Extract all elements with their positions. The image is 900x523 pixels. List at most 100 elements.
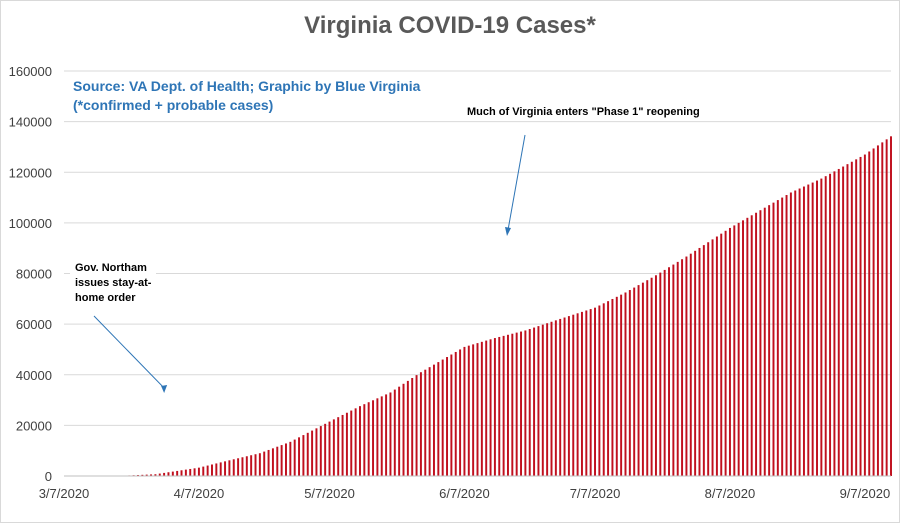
daily-case-bar xyxy=(402,383,405,476)
daily-case-bar xyxy=(763,207,766,476)
daily-case-bar xyxy=(611,298,614,476)
daily-case-bar xyxy=(315,428,318,476)
daily-case-bar xyxy=(576,313,579,476)
y-tick-label: 60000 xyxy=(16,317,52,332)
arrow-head-icon xyxy=(505,227,511,236)
y-tick-label: 160000 xyxy=(9,64,52,79)
annotation-box xyxy=(460,99,732,121)
daily-case-bar xyxy=(515,332,518,476)
daily-case-bar xyxy=(533,327,536,476)
daily-case-bar xyxy=(559,318,562,476)
daily-case-bar xyxy=(876,145,879,477)
gridlines xyxy=(64,70,891,426)
daily-case-bar xyxy=(685,256,688,476)
daily-case-bar xyxy=(415,375,418,476)
daily-case-bar xyxy=(511,333,514,476)
daily-case-bar xyxy=(228,460,231,476)
daily-case-bar xyxy=(885,139,888,476)
daily-case-bar xyxy=(432,364,435,477)
daily-case-bar xyxy=(215,463,218,476)
daily-case-bar xyxy=(167,472,170,476)
daily-case-bar xyxy=(237,458,240,476)
daily-case-bar xyxy=(694,250,697,476)
daily-case-bar xyxy=(489,339,492,476)
daily-case-bar xyxy=(781,197,784,476)
daily-case-bar xyxy=(794,190,797,476)
daily-case-bar xyxy=(341,414,344,476)
daily-case-bar xyxy=(802,186,805,476)
daily-case-bar xyxy=(829,173,832,476)
daily-case-bar xyxy=(633,287,636,476)
annotation-stay-at-home-arrow xyxy=(93,315,165,389)
daily-case-bar xyxy=(250,455,253,476)
daily-case-bar xyxy=(376,398,379,476)
daily-case-bar xyxy=(602,303,605,476)
daily-case-bar xyxy=(580,311,583,476)
daily-case-bar xyxy=(537,326,540,476)
daily-case-bar xyxy=(859,156,862,476)
daily-case-bar xyxy=(663,269,666,476)
daily-case-bar xyxy=(615,296,618,476)
daily-case-bar xyxy=(385,394,388,476)
daily-case-bar xyxy=(890,136,892,476)
daily-case-bar xyxy=(750,215,753,476)
daily-case-bar xyxy=(480,341,483,476)
daily-case-bar xyxy=(437,362,440,476)
daily-case-bar xyxy=(254,454,257,476)
daily-case-bar xyxy=(398,386,401,476)
y-tick-label: 20000 xyxy=(16,418,52,433)
daily-case-bar xyxy=(258,453,261,476)
daily-case-bar xyxy=(467,345,470,476)
daily-case-bar xyxy=(454,351,457,476)
arrow-head-icon xyxy=(161,385,168,393)
daily-case-bar xyxy=(411,378,414,476)
daily-case-bar xyxy=(472,344,475,477)
daily-case-bar xyxy=(311,430,314,476)
daily-case-bar xyxy=(785,195,788,476)
x-tick-label: 3/7/2020 xyxy=(39,486,90,501)
daily-case-bar xyxy=(520,331,523,476)
daily-case-bar xyxy=(872,148,875,476)
daily-case-bar xyxy=(189,468,192,476)
daily-case-bar xyxy=(607,301,610,476)
daily-case-bar xyxy=(211,464,213,476)
daily-case-bar xyxy=(524,330,527,476)
daily-case-bar xyxy=(824,176,827,477)
daily-case-bar xyxy=(345,412,348,476)
daily-case-bar xyxy=(163,472,166,476)
daily-case-bar xyxy=(145,474,148,476)
annotation-stay-at-home-text: issues stay-at- xyxy=(75,277,152,289)
daily-case-bar xyxy=(428,367,431,476)
daily-case-bar xyxy=(271,448,274,476)
daily-case-bar xyxy=(850,161,853,476)
daily-case-bar xyxy=(855,159,858,476)
y-tick-label: 0 xyxy=(45,469,52,484)
daily-case-bar xyxy=(419,372,422,476)
x-tick-label: 6/7/2020 xyxy=(439,486,490,501)
y-tick-label: 140000 xyxy=(9,115,52,130)
daily-case-bar xyxy=(506,334,509,476)
daily-case-bar xyxy=(219,462,222,476)
daily-case-bar xyxy=(263,451,266,476)
x-tick-label: 9/7/2020 xyxy=(840,486,891,501)
daily-case-bar xyxy=(589,309,592,476)
daily-case-bar xyxy=(241,457,244,476)
annotation-stay-at-home-text: Gov. Northam xyxy=(75,262,147,274)
daily-case-bar xyxy=(389,392,392,476)
daily-case-bar xyxy=(380,396,383,476)
annotation-stay-at-home-text: home order xyxy=(75,292,136,304)
daily-case-bar xyxy=(267,449,270,476)
daily-case-bar xyxy=(776,200,779,476)
daily-case-bar xyxy=(224,461,227,476)
daily-case-bar xyxy=(493,338,496,476)
daily-case-bar xyxy=(789,192,792,476)
daily-case-bar xyxy=(285,443,287,476)
daily-case-bar xyxy=(746,217,749,476)
daily-case-bar xyxy=(768,205,771,476)
daily-case-bar xyxy=(324,423,327,476)
daily-case-bar xyxy=(572,314,575,476)
daily-case-bar xyxy=(245,456,248,476)
daily-case-bar xyxy=(689,253,692,476)
daily-case-bar xyxy=(759,210,762,476)
